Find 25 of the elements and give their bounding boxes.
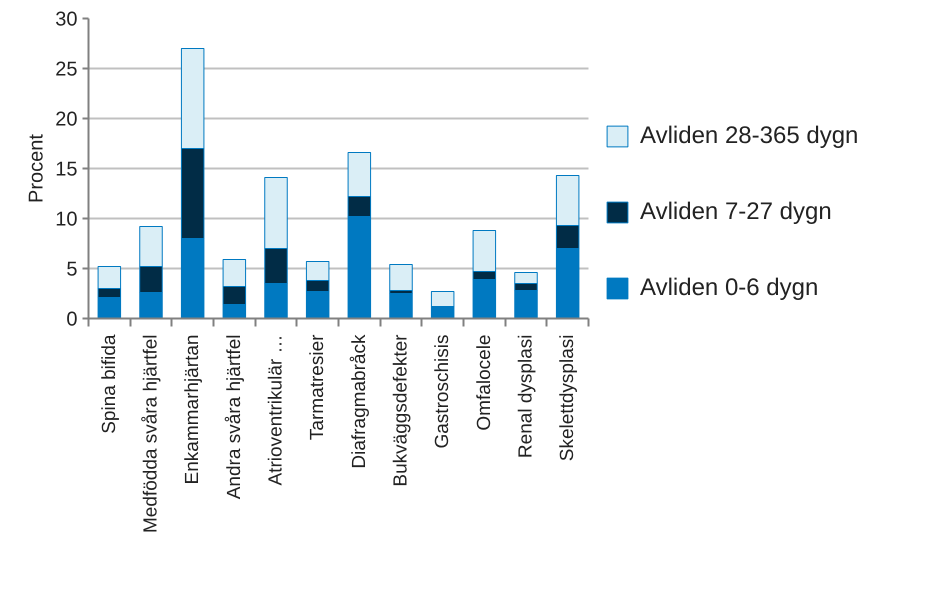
x-tick-label: Skelettdysplasi [557,334,578,462]
y-tick-label: 25 [55,58,78,80]
x-tick-label: Medfödda svåra hjärtfel [140,334,162,534]
x-tick-label: Spina bifida [98,334,120,434]
x-tick-label: Andra svåra hjärtfel [224,334,245,500]
x-tick-label: Gastroschisis [432,334,454,449]
y-axis-title: Procent [25,134,48,203]
x-tick-label: Diafragmabråck [348,334,370,469]
x-tick-label: Omfalocele [474,334,495,431]
bar [389,264,413,291]
x-tick-label: Tarmatresier [307,334,328,440]
x-tick-label: Renal dysplasi [516,334,536,458]
y-tick-label: 0 [66,308,78,330]
y-tick-label: 5 [66,258,78,280]
bar [389,293,413,318]
legend-label: Avliden 7-27 dygn [640,198,832,226]
legend-label: Avliden 28-365 dygn [640,122,858,150]
x-tick-label: Atrioventrikulär … [266,334,286,486]
legend-label: Avliden 0-6 dygn [640,274,818,302]
y-tick-label: 15 [55,158,78,180]
x-tick-label: Enkammarhjärtan [182,334,204,484]
y-tick-label: 20 [55,108,78,130]
x-tick-label: Bukväggsdefekter [390,334,412,487]
y-tick-label: 10 [55,208,78,230]
y-tick-label: 30 [55,8,78,30]
